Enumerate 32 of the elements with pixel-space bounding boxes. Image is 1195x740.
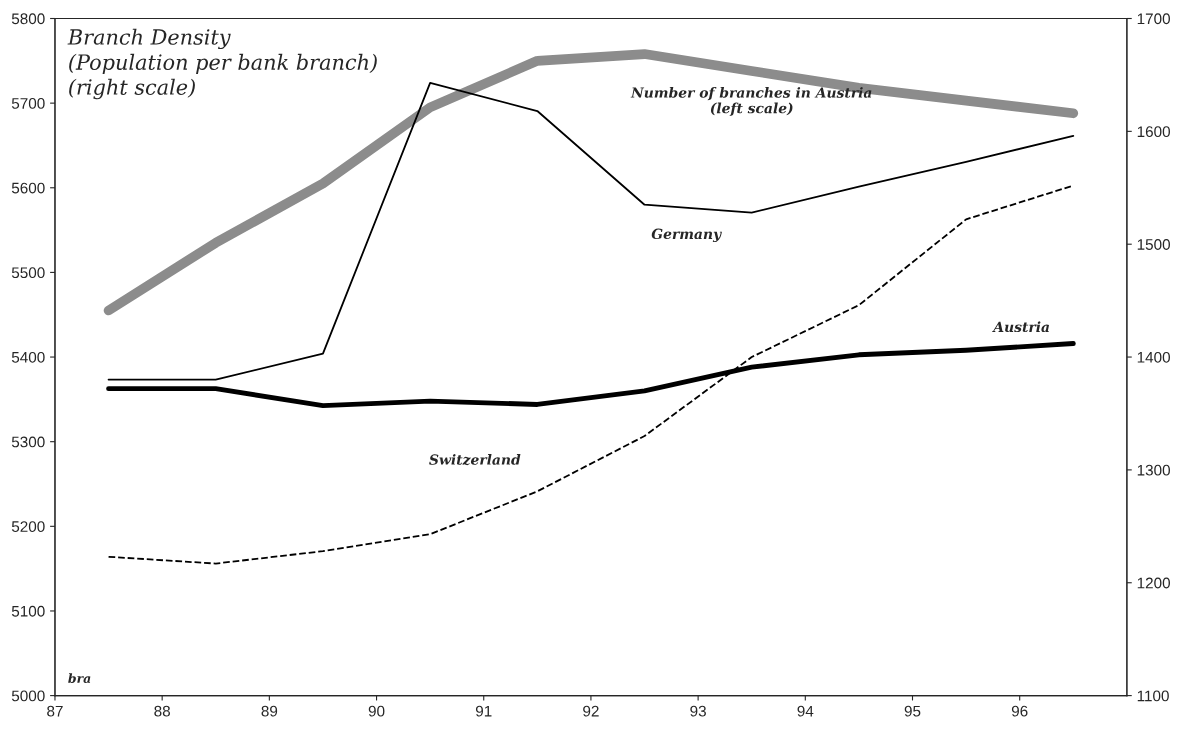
x-tick-label: 95 xyxy=(904,705,921,717)
y-tick-label: 5500 xyxy=(11,267,45,279)
y-tick-label: 5400 xyxy=(11,351,45,363)
text: Branch Density (Population per bank branch) (right scale) xyxy=(67,28,377,100)
x-tick-label: 91 xyxy=(475,705,492,717)
y-tick-label: 5000 xyxy=(11,690,45,702)
y-tick-label: 5700 xyxy=(11,98,45,109)
text: Switzerland xyxy=(429,454,521,466)
x-tick-label: 90 xyxy=(368,705,385,717)
y-tick-label: 5600 xyxy=(11,182,45,194)
annotation: bra xyxy=(68,673,91,684)
y-tick-label: 5300 xyxy=(11,436,45,448)
x-tick-label: 88 xyxy=(154,705,170,717)
y2-tick-label: 1400 xyxy=(1137,351,1170,363)
series-label: Number of branches in Austria (left scale) xyxy=(630,87,872,116)
y2-tick-label: 1100 xyxy=(1137,690,1169,702)
y2-tick-label: 1500 xyxy=(1137,239,1170,250)
y-tick-label: 5200 xyxy=(11,521,45,533)
y-tick-label: 5800 xyxy=(11,13,45,25)
x-tick-label: 89 xyxy=(261,705,278,717)
series-label: Austria xyxy=(992,321,1050,333)
x-tick-label: 87 xyxy=(47,705,63,717)
y2-tick-label: 1600 xyxy=(1137,126,1170,138)
x-tick-label: 93 xyxy=(690,705,706,717)
y2-tick-label: 1300 xyxy=(1137,464,1170,476)
y-tick-label: 5100 xyxy=(11,605,45,617)
series-label: Germany xyxy=(651,228,722,242)
y2-tick-label: 1700 xyxy=(1137,13,1170,25)
x-tick-label: 92 xyxy=(583,705,599,717)
x-tick-label: 96 xyxy=(1011,705,1028,717)
y2-tick-label: 1200 xyxy=(1137,577,1170,589)
x-tick-label: 94 xyxy=(797,705,814,717)
